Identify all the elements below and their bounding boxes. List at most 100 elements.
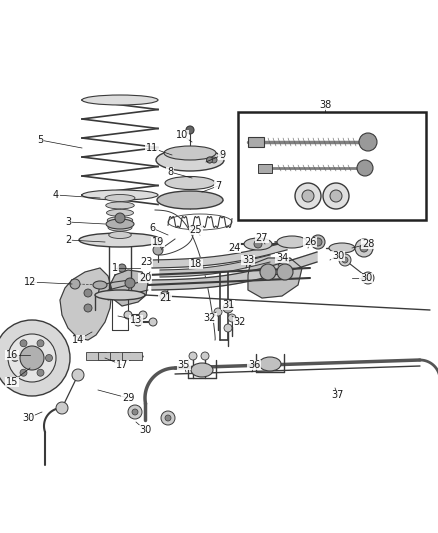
Ellipse shape bbox=[93, 281, 107, 289]
Circle shape bbox=[362, 272, 374, 284]
Text: 1: 1 bbox=[112, 263, 118, 273]
Text: 17: 17 bbox=[116, 360, 128, 370]
Bar bbox=[248, 137, 264, 147]
Circle shape bbox=[207, 157, 213, 163]
Circle shape bbox=[149, 318, 157, 326]
Polygon shape bbox=[110, 270, 148, 306]
Circle shape bbox=[125, 278, 135, 288]
Circle shape bbox=[134, 318, 142, 326]
Text: 5: 5 bbox=[37, 135, 43, 145]
Text: 30: 30 bbox=[139, 425, 151, 435]
Text: 12: 12 bbox=[24, 277, 36, 287]
Text: 15: 15 bbox=[6, 377, 18, 387]
Circle shape bbox=[132, 409, 138, 415]
Circle shape bbox=[115, 213, 125, 223]
Circle shape bbox=[214, 308, 222, 316]
Circle shape bbox=[314, 238, 322, 246]
Circle shape bbox=[72, 369, 84, 381]
Text: 25: 25 bbox=[190, 225, 202, 235]
Circle shape bbox=[20, 369, 27, 376]
Ellipse shape bbox=[259, 357, 281, 371]
Circle shape bbox=[295, 183, 321, 209]
Text: 36: 36 bbox=[248, 360, 260, 370]
Polygon shape bbox=[152, 242, 287, 268]
Circle shape bbox=[37, 340, 44, 347]
Text: 4: 4 bbox=[53, 190, 59, 200]
Ellipse shape bbox=[164, 146, 216, 160]
Circle shape bbox=[330, 190, 342, 202]
Text: 16: 16 bbox=[6, 350, 18, 360]
Ellipse shape bbox=[329, 243, 355, 253]
Text: 29: 29 bbox=[122, 393, 134, 403]
Ellipse shape bbox=[106, 202, 134, 209]
Bar bbox=[238, 112, 426, 220]
Text: 10: 10 bbox=[176, 130, 188, 140]
Circle shape bbox=[124, 311, 132, 319]
Ellipse shape bbox=[157, 191, 223, 209]
Circle shape bbox=[160, 291, 170, 301]
Text: 35: 35 bbox=[178, 360, 190, 370]
Circle shape bbox=[186, 126, 194, 134]
Ellipse shape bbox=[107, 217, 133, 224]
Ellipse shape bbox=[79, 233, 161, 247]
Text: 27: 27 bbox=[256, 233, 268, 243]
Circle shape bbox=[359, 133, 377, 151]
Text: 3: 3 bbox=[65, 217, 71, 227]
Text: 30: 30 bbox=[360, 273, 372, 283]
Ellipse shape bbox=[108, 224, 132, 231]
Text: 11: 11 bbox=[146, 143, 158, 153]
Text: 31: 31 bbox=[222, 300, 234, 310]
Ellipse shape bbox=[109, 231, 131, 238]
Polygon shape bbox=[152, 252, 317, 290]
Circle shape bbox=[224, 324, 232, 332]
Text: 28: 28 bbox=[362, 239, 374, 249]
Bar bbox=[258, 164, 272, 173]
Polygon shape bbox=[98, 280, 130, 298]
Circle shape bbox=[201, 352, 209, 360]
Bar bbox=[122, 352, 142, 360]
Circle shape bbox=[165, 415, 171, 421]
Circle shape bbox=[323, 183, 349, 209]
Circle shape bbox=[20, 346, 44, 370]
Text: 9: 9 bbox=[219, 150, 225, 160]
Text: 26: 26 bbox=[304, 237, 316, 247]
Circle shape bbox=[342, 257, 348, 263]
Text: 38: 38 bbox=[319, 100, 331, 110]
Circle shape bbox=[37, 369, 44, 376]
Circle shape bbox=[355, 239, 373, 257]
Circle shape bbox=[11, 354, 18, 361]
Ellipse shape bbox=[165, 176, 215, 190]
Circle shape bbox=[128, 405, 142, 419]
Circle shape bbox=[46, 354, 53, 361]
Circle shape bbox=[223, 303, 233, 313]
Circle shape bbox=[357, 160, 373, 176]
Text: 2: 2 bbox=[65, 235, 71, 245]
Circle shape bbox=[254, 240, 262, 248]
Circle shape bbox=[20, 340, 27, 347]
Text: 30: 30 bbox=[22, 413, 34, 423]
Circle shape bbox=[207, 157, 213, 163]
Circle shape bbox=[0, 320, 70, 396]
Text: 8: 8 bbox=[167, 167, 173, 177]
Circle shape bbox=[8, 334, 56, 382]
Ellipse shape bbox=[105, 195, 135, 201]
Text: 6: 6 bbox=[149, 223, 155, 233]
Ellipse shape bbox=[106, 209, 134, 216]
Text: 20: 20 bbox=[139, 273, 151, 283]
Ellipse shape bbox=[95, 290, 145, 300]
Ellipse shape bbox=[277, 236, 307, 248]
Text: 30: 30 bbox=[332, 251, 344, 261]
Circle shape bbox=[84, 304, 92, 312]
Text: 32: 32 bbox=[234, 317, 246, 327]
Circle shape bbox=[260, 264, 276, 280]
Polygon shape bbox=[248, 258, 302, 298]
Circle shape bbox=[153, 245, 163, 255]
Text: 18: 18 bbox=[190, 259, 202, 269]
Text: 21: 21 bbox=[159, 293, 171, 303]
Text: 19: 19 bbox=[152, 237, 164, 247]
Circle shape bbox=[139, 311, 147, 319]
Text: 34: 34 bbox=[276, 253, 288, 263]
Bar bbox=[86, 352, 106, 360]
Ellipse shape bbox=[244, 238, 272, 250]
Circle shape bbox=[339, 254, 351, 266]
